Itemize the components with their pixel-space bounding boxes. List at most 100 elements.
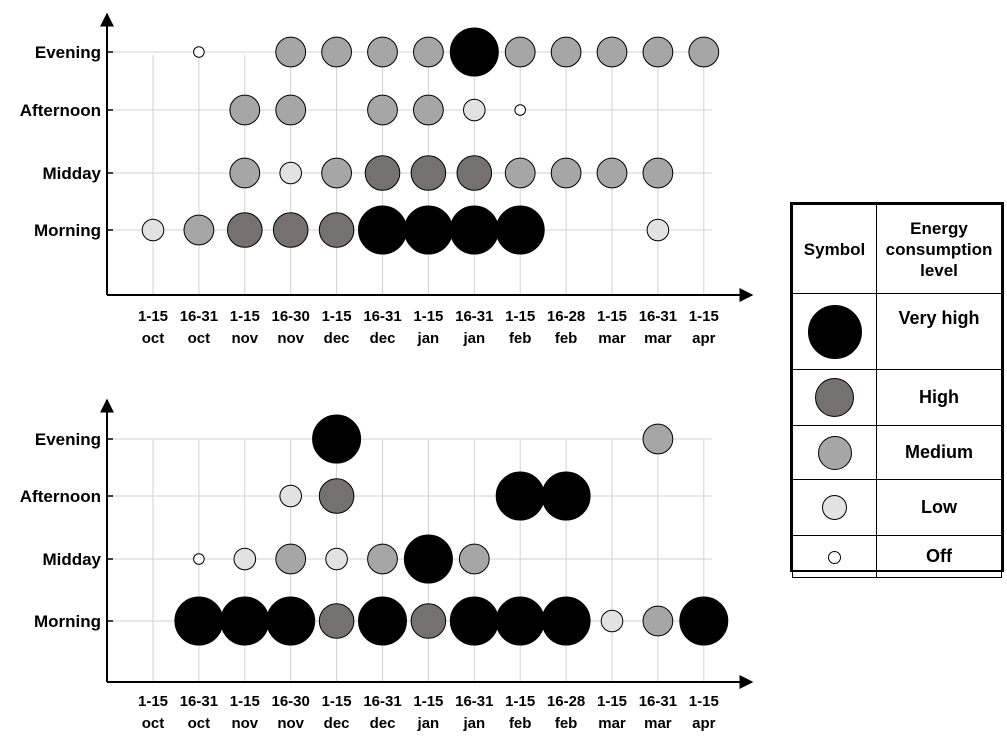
legend-label-low: Low xyxy=(876,479,1002,536)
legend-symbol-header: Symbol xyxy=(792,204,877,294)
legend-level-header-line: consumption xyxy=(885,239,993,259)
legend-symbol-cell xyxy=(792,293,877,370)
row-label: Evening xyxy=(35,43,101,62)
bubble-very-high xyxy=(495,596,545,646)
row-label: Morning xyxy=(34,612,101,631)
x-tick-label: oct xyxy=(188,715,211,732)
bubble-low xyxy=(279,484,303,508)
bubble-off xyxy=(514,104,527,116)
bubble-medium xyxy=(642,36,674,68)
x-tick-label: mar xyxy=(644,715,672,732)
x-tick-label: 1-15 xyxy=(689,693,719,710)
x-tick-label: 1-15 xyxy=(505,693,535,710)
legend-symbol-cell xyxy=(792,479,877,536)
x-tick-label: oct xyxy=(142,715,165,732)
legend-symbol-cell xyxy=(792,425,877,480)
bubble-medium xyxy=(321,36,353,68)
legend-level-header: Energy consumption level xyxy=(876,204,1002,294)
bubble-medium xyxy=(688,36,720,68)
bubble-high xyxy=(318,603,355,639)
x-tick-label: mar xyxy=(598,330,626,347)
x-tick-label: 16-31 xyxy=(455,693,493,710)
legend: Symbol Energy consumption level Very hig… xyxy=(790,202,1004,578)
x-tick-label: 16-30 xyxy=(272,308,310,325)
row-label: Morning xyxy=(34,221,101,240)
x-tick-label: 1-15 xyxy=(138,308,168,325)
bubble-low xyxy=(646,218,670,242)
x-tick-label: nov xyxy=(277,330,304,347)
bubble-very-high xyxy=(220,596,270,646)
x-tick-label: mar xyxy=(598,715,626,732)
legend-symbol-medium xyxy=(817,435,852,470)
bubble-high xyxy=(410,603,447,639)
bubble-medium xyxy=(550,157,582,189)
bubble-medium xyxy=(596,36,628,68)
bubble-low xyxy=(141,218,165,242)
bubble-medium xyxy=(504,36,536,68)
bubble-very-high xyxy=(174,596,224,646)
x-tick-label: jan xyxy=(462,715,485,732)
x-tick-label: 16-28 xyxy=(547,308,585,325)
x-tick-label: jan xyxy=(417,715,440,732)
bubble-medium xyxy=(413,94,444,126)
x-tick-label: 1-15 xyxy=(138,693,168,710)
bubble-very-high xyxy=(312,414,362,464)
bubble-low xyxy=(279,161,303,185)
legend-label-high: High xyxy=(876,369,1002,426)
legend-symbol-high xyxy=(815,378,854,417)
bubble-low xyxy=(463,98,486,122)
bubble-medium xyxy=(367,36,398,68)
x-tick-label: 16-31 xyxy=(180,308,218,325)
bubble-very-high xyxy=(679,596,729,646)
bubble-very-high xyxy=(358,596,407,646)
legend-symbol-very-high xyxy=(807,304,862,359)
x-tick-label: 1-15 xyxy=(230,693,260,710)
legend-symbol-cell xyxy=(792,535,877,578)
x-tick-label: feb xyxy=(555,330,578,347)
bubble-high xyxy=(272,212,309,248)
bubble-very-high xyxy=(403,534,453,584)
chart-bottom: Morning Midday Afternoon Evening 1-15 oct 16-3… xyxy=(20,398,754,732)
bubble-medium xyxy=(275,36,307,68)
row-label: Afternoon xyxy=(20,101,101,120)
bubble-medium xyxy=(367,543,398,575)
x-tick-label: feb xyxy=(555,715,578,732)
legend-label-medium: Medium xyxy=(876,425,1002,480)
bubble-low xyxy=(233,547,257,571)
bubble-very-high xyxy=(449,596,499,646)
bubble-high xyxy=(456,155,493,191)
x-tick-label: 16-31 xyxy=(363,308,401,325)
x-tick-label: 16-31 xyxy=(639,308,677,325)
bubble-medium xyxy=(504,157,536,189)
x-tick-label: 16-28 xyxy=(547,693,585,710)
bubble-low xyxy=(325,547,348,571)
bubble-medium xyxy=(275,543,307,575)
bubble-very-high xyxy=(541,596,591,646)
bubble-high xyxy=(318,478,355,514)
x-tick-label: dec xyxy=(324,330,350,347)
bubble-medium xyxy=(642,423,674,455)
bubble-medium xyxy=(642,605,674,637)
bubble-high xyxy=(227,212,263,248)
x-tick-label: 1-15 xyxy=(413,693,443,710)
x-tick-label: dec xyxy=(324,715,350,732)
bubble-medium xyxy=(458,543,490,575)
x-tick-label: oct xyxy=(142,330,165,347)
x-tick-label: nov xyxy=(277,715,304,732)
legend-label-very-high: Very high xyxy=(876,293,1002,370)
bubble-very-high xyxy=(266,596,316,646)
bubble-medium xyxy=(596,157,628,189)
row-label: Midday xyxy=(42,550,101,569)
bubble-high xyxy=(410,155,447,191)
x-tick-label: 1-15 xyxy=(689,308,719,325)
bubble-very-high xyxy=(403,205,453,255)
bubble-very-high xyxy=(449,205,499,255)
bubble-high xyxy=(364,155,401,191)
x-tick-label: feb xyxy=(509,715,532,732)
bubble-very-high xyxy=(449,27,499,77)
bubble-very-high xyxy=(541,471,591,521)
bubble-medium xyxy=(550,36,582,68)
x-tick-label: 16-30 xyxy=(272,693,310,710)
bubble-very-high xyxy=(495,205,545,255)
row-label: Midday xyxy=(42,164,101,183)
